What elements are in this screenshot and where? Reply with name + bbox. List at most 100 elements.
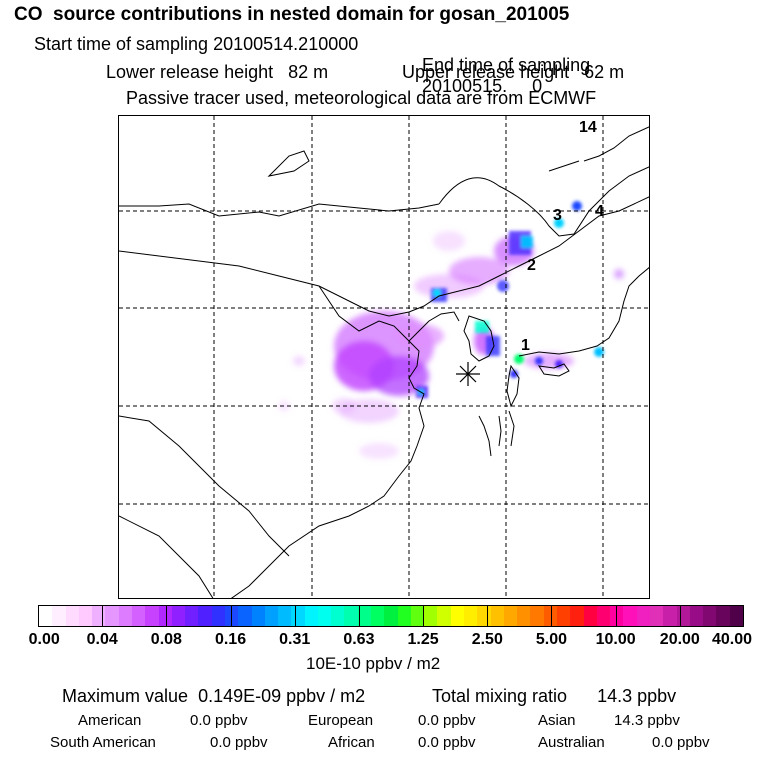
color-scale-cell — [278, 606, 292, 626]
color-scale-tick-mark — [294, 605, 296, 627]
color-scale-cell — [291, 606, 305, 626]
receptor-star-icon — [456, 362, 480, 386]
color-scale-cell — [211, 606, 225, 626]
map-panel[interactable]: 14 3 4 2 1 — [118, 115, 650, 599]
color-scale-cell — [317, 606, 332, 626]
color-scale-tick-mark — [423, 605, 425, 627]
color-scale-tick-mark — [358, 605, 360, 627]
color-scale-cell — [424, 606, 438, 626]
lower-release-line: Lower release height 82 m — [106, 62, 328, 83]
color-scale-cell — [410, 606, 425, 626]
color-scale-cell — [171, 606, 186, 626]
color-scale-tick-mark — [615, 605, 617, 627]
end-time-line: End time of sampling 20100515. 0 — [412, 34, 590, 97]
color-scale-cell — [251, 606, 265, 626]
color-scale-tick-label: 20.00 — [659, 631, 700, 648]
color-scale-cell — [105, 606, 119, 626]
concentration-plume — [278, 231, 624, 459]
color-scale-cell — [224, 606, 239, 626]
end-time-value: 20100515. 0 — [422, 76, 543, 96]
color-scale-cell — [65, 606, 79, 626]
color-scale-tick-label: 0.16 — [214, 631, 247, 648]
color-scale-cell — [397, 606, 411, 626]
color-scale-cell — [450, 606, 464, 626]
source-south-american-value: 0.0 ppbv — [210, 734, 268, 751]
color-scale-cell — [530, 606, 544, 626]
color-scale-cell — [676, 606, 690, 626]
color-scale-cell — [490, 606, 504, 626]
color-scale-cell — [437, 606, 451, 626]
color-scale-tick-mark — [102, 605, 104, 627]
source-australian-label: Australian — [538, 734, 605, 751]
color-scale-tick-label: 2.50 — [471, 631, 503, 648]
color-scale-cell — [384, 606, 398, 626]
color-scale-cell — [716, 606, 730, 626]
source-label-3: 3 — [553, 207, 562, 224]
color-scale-cell — [464, 606, 478, 626]
color-scale-cell — [264, 606, 279, 626]
color-scale-tick-label: 1.25 — [407, 631, 439, 648]
color-scale-cell — [158, 606, 172, 626]
color-scale-cell — [131, 606, 146, 626]
color-scale-unit: 10E-10 ppbv / m2 — [306, 654, 441, 673]
color-scale-cell — [503, 606, 518, 626]
color-scale-bar — [38, 605, 744, 627]
lower-release-label: Lower release height — [106, 62, 274, 82]
color-scale-cell — [517, 606, 531, 626]
color-scale-cell — [663, 606, 677, 626]
map-canvas: 14 3 4 2 1 — [119, 116, 649, 598]
color-scale-cell — [185, 606, 199, 626]
map-title: CO source contributions in nested domain… — [14, 4, 570, 25]
upper-release-label: Upper release height — [402, 62, 570, 82]
color-scale-cell — [78, 606, 93, 626]
concentration-hotspots — [416, 201, 604, 398]
color-scale-cell — [636, 606, 650, 626]
color-scale-tick-label: 40.00 — [711, 631, 753, 648]
color-scale-cell — [92, 606, 106, 626]
source-south-american-label: South American — [50, 734, 156, 751]
color-scale-tick-label: 0.31 — [279, 631, 311, 648]
maximum-value-line: Maximum value 0.149E-09 ppbv / m2 — [62, 686, 365, 707]
color-scale-cell — [477, 606, 491, 626]
map-grid — [119, 116, 649, 598]
color-scale-cell — [570, 606, 584, 626]
color-scale-tick-mark — [487, 605, 489, 627]
tracer-note: Passive tracer used, meteorological data… — [126, 88, 597, 108]
start-time-value: 20100514.210000 — [213, 34, 359, 54]
color-scale-cell — [198, 606, 212, 626]
color-scale-cell — [39, 606, 53, 626]
color-scale-cell — [649, 606, 664, 626]
source-asian-label: Asian — [538, 712, 576, 729]
color-scale-cell — [689, 606, 704, 626]
color-scale-cell — [596, 606, 611, 626]
color-scale-cell — [371, 606, 385, 626]
color-scale-cell — [543, 606, 557, 626]
maximum-value-label: Maximum value — [62, 686, 189, 706]
color-scale-tick-mark — [551, 605, 553, 627]
source-asian-value: 14.3 ppbv — [614, 712, 680, 729]
maximum-value: 0.149E-09 ppbv / m2 — [198, 686, 366, 706]
source-african-value: 0.0 ppbv — [418, 734, 476, 751]
total-mixing-value: 14.3 ppbv — [597, 686, 677, 706]
source-european-value: 0.0 ppbv — [418, 712, 476, 729]
source-american-value: 0.0 ppbv — [190, 712, 248, 729]
total-mixing-line: Total mixing ratio 14.3 ppbv — [432, 686, 676, 707]
start-time-label: Start time of sampling — [34, 34, 209, 54]
color-scale-cell — [729, 606, 743, 626]
color-scale-cell — [610, 606, 624, 626]
color-scale-cell — [344, 606, 358, 626]
color-scale-tick-mark — [679, 605, 681, 627]
upper-release-value: 62 m — [584, 62, 625, 82]
color-scale-cell — [583, 606, 597, 626]
source-label-1: 1 — [521, 337, 530, 354]
source-label-4: 4 — [595, 203, 604, 220]
color-scale-cell — [331, 606, 345, 626]
source-australian-value: 0.0 ppbv — [652, 734, 710, 751]
color-scale-cell — [118, 606, 132, 626]
color-scale-cell — [145, 606, 159, 626]
color-scale-tick-label: 5.00 — [535, 631, 568, 648]
color-scale-tick-mark — [230, 605, 232, 627]
color-scale-cell — [703, 606, 717, 626]
color-scale-cell — [52, 606, 66, 626]
color-scale-cell — [556, 606, 571, 626]
